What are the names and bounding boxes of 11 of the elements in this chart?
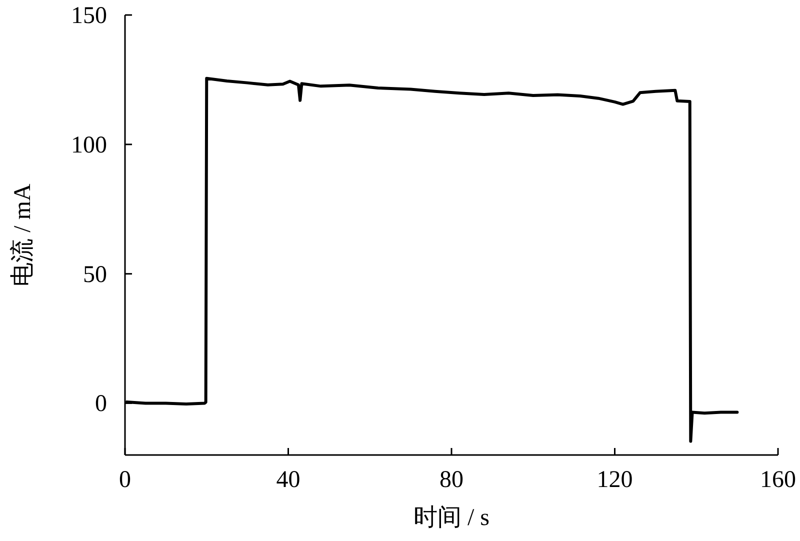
y-axis-title: 电流 / mA	[9, 183, 36, 286]
y-tick-label: 150	[71, 3, 107, 29]
x-tick-label: 160	[760, 467, 796, 493]
y-tick-label: 0	[95, 391, 107, 418]
x-axis-title: 时间 / s	[413, 505, 490, 531]
y-tick-label: 100	[71, 132, 107, 158]
x-tick-label: 120	[596, 467, 633, 493]
y-tick-label: 50	[83, 262, 107, 288]
x-tick-label: 80	[440, 467, 464, 493]
x-tick-label: 40	[276, 467, 300, 493]
x-tick-label: 0	[119, 467, 131, 493]
